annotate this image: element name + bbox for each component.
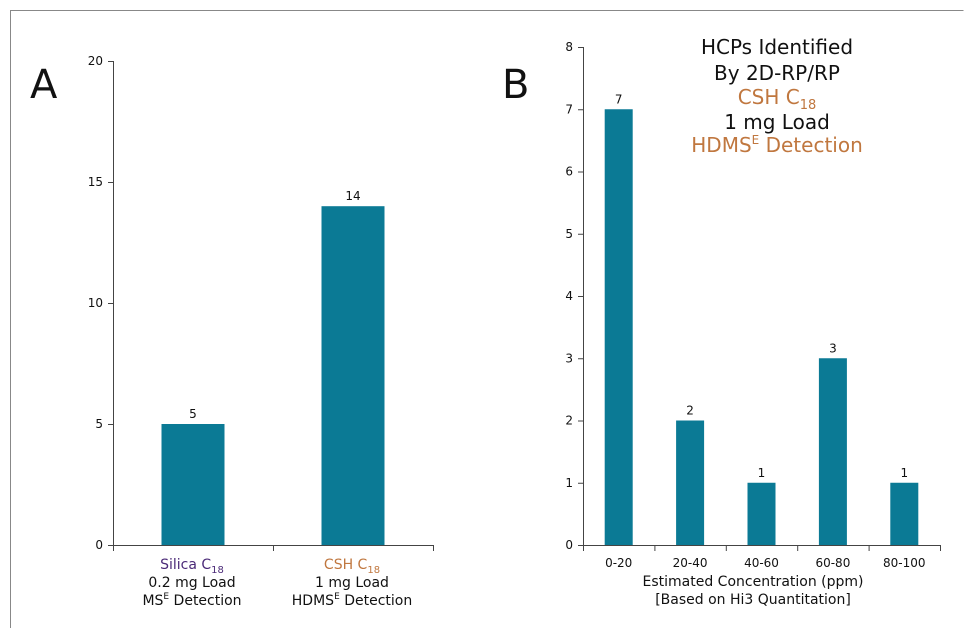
y-tick-label: 0 xyxy=(565,538,573,552)
y-tick-label: 7 xyxy=(565,102,573,116)
category-line-2: 1 mg Load xyxy=(315,575,389,591)
subscript: 18 xyxy=(211,565,224,576)
category-line-2: 0.2 mg Load xyxy=(148,575,235,591)
superscript: E xyxy=(163,592,169,602)
bar-data-label: 7 xyxy=(615,92,623,106)
y-tick-label: 0 xyxy=(95,538,103,552)
x-tick-label: 40-60 xyxy=(744,556,779,570)
y-tick-label: 6 xyxy=(565,165,573,179)
panel-a-label: A xyxy=(30,62,58,108)
bar-data-label: 1 xyxy=(758,466,766,480)
figure-frame xyxy=(10,10,964,628)
bar xyxy=(161,424,225,545)
y-tick-label: 20 xyxy=(88,54,103,68)
bar-data-label: 3 xyxy=(829,341,837,355)
category-line-3: MSE Detection xyxy=(142,592,241,609)
annotation-line-1: HCPs Identified xyxy=(701,35,853,59)
y-tick-label: 1 xyxy=(565,476,573,490)
y-tick-label: 2 xyxy=(565,414,573,428)
panel-b-annotation: HCPs Identified By 2D-RP/RP CSH C18 1 mg… xyxy=(691,35,863,157)
category-line-1: Silica C18 xyxy=(160,557,224,576)
panel-a-category-silica: Silica C18 0.2 mg Load MSE Detection xyxy=(142,557,241,609)
y-tick-label: 10 xyxy=(88,296,103,310)
bar xyxy=(890,482,919,545)
y-tick-label: 15 xyxy=(88,175,103,189)
bar xyxy=(321,206,385,545)
panel-a-chart: 0 5 10 15 20 5 14 xyxy=(88,54,434,552)
x-tick-label: 80-100 xyxy=(883,556,926,570)
annotation-line-5: HDMSE Detection xyxy=(691,133,863,157)
annotation-line-4: 1 mg Load xyxy=(724,110,830,134)
subscript: 18 xyxy=(367,565,380,576)
superscript: E xyxy=(752,133,760,147)
y-tick-label: 3 xyxy=(565,351,573,365)
bar-data-label: 1 xyxy=(900,466,908,480)
superscript: E xyxy=(334,592,340,602)
bar xyxy=(747,482,776,545)
annotation-line-2: By 2D-RP/RP xyxy=(714,61,840,85)
bar xyxy=(676,420,705,545)
x-tick-label: 20-40 xyxy=(673,556,708,570)
bar-data-label: 14 xyxy=(345,189,360,203)
panel-b-x-axis-title: Estimated Concentration (ppm) xyxy=(643,574,864,590)
x-tick-label: 0-20 xyxy=(605,556,632,570)
panel-b-x-axis-subtitle: [Based on Hi3 Quantitation] xyxy=(655,592,851,608)
panel-b-chart: 0 1 2 3 4 5 6 7 8 7 0-20 2 20-40 1 40-60 3 60-80 1 80-100 xyxy=(565,40,941,570)
y-tick-label: 8 xyxy=(565,40,573,54)
y-tick-label: 4 xyxy=(565,289,573,303)
category-line-1: CSH C18 xyxy=(324,557,380,576)
panel-b-label: B xyxy=(502,62,529,108)
panel-a-category-csh: CSH C18 1 mg Load HDMSE Detection xyxy=(292,557,412,609)
y-tick-label: 5 xyxy=(565,227,573,241)
x-tick-label: 60-80 xyxy=(815,556,850,570)
y-tick-label: 5 xyxy=(95,417,103,431)
bar-data-label: 2 xyxy=(686,404,694,418)
bar xyxy=(604,109,633,545)
bar-data-label: 5 xyxy=(189,407,197,421)
annotation-line-3: CSH C18 xyxy=(738,85,817,113)
subscript: 18 xyxy=(800,98,817,113)
category-line-3: HDMSE Detection xyxy=(292,592,412,609)
bar xyxy=(818,358,847,545)
